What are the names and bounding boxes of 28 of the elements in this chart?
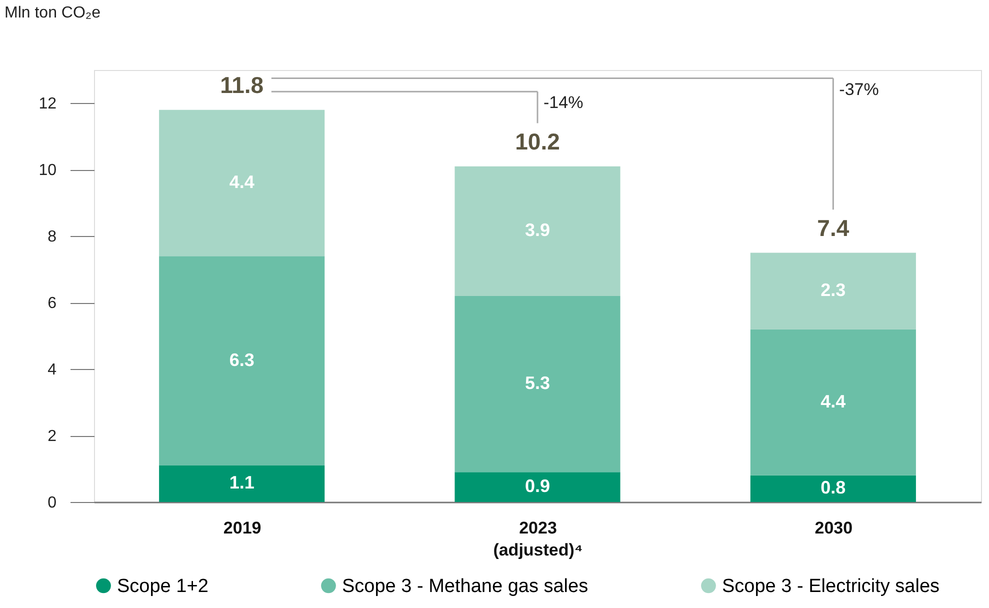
data-label: 0.9 [524,476,550,496]
y-tick-label: 12 [38,96,57,113]
data-label: 2.3 [820,280,846,300]
y-axis-title: Mln ton CO₂e [4,4,101,22]
total-label: 11.8 [220,72,264,98]
legend-label: Scope 3 - Electricity sales [722,576,940,597]
y-tick-label: 2 [48,428,57,446]
data-label: 0.8 [820,478,846,498]
data-label: 3.9 [524,220,550,240]
legend-label: Scope 1+2 [117,576,208,597]
x-tick-label: 2030 [814,518,853,538]
total-label: 10.2 [515,128,560,154]
data-label: 5.3 [524,373,550,394]
annotation: -37% [839,80,879,99]
y-tick-label: 10 [38,162,57,180]
data-label: 4.4 [820,391,846,412]
y-tick-label: 0 [48,494,57,512]
y-tick-label: 6 [48,295,57,312]
x-tick-label: 2019 [223,518,262,538]
total-label: 7.4 [817,214,850,241]
data-label: 1.1 [229,472,254,493]
legend-label: Scope 3 - Methane gas sales [342,576,588,597]
data-label: 4.4 [229,172,254,192]
data-label: 6.3 [229,350,254,370]
y-tick-label: 8 [48,228,57,246]
y-tick-label: 4 [48,362,57,379]
annotation: -14% [544,93,584,112]
x-tick-label: 2023 (adjusted)⁴ [493,518,583,560]
